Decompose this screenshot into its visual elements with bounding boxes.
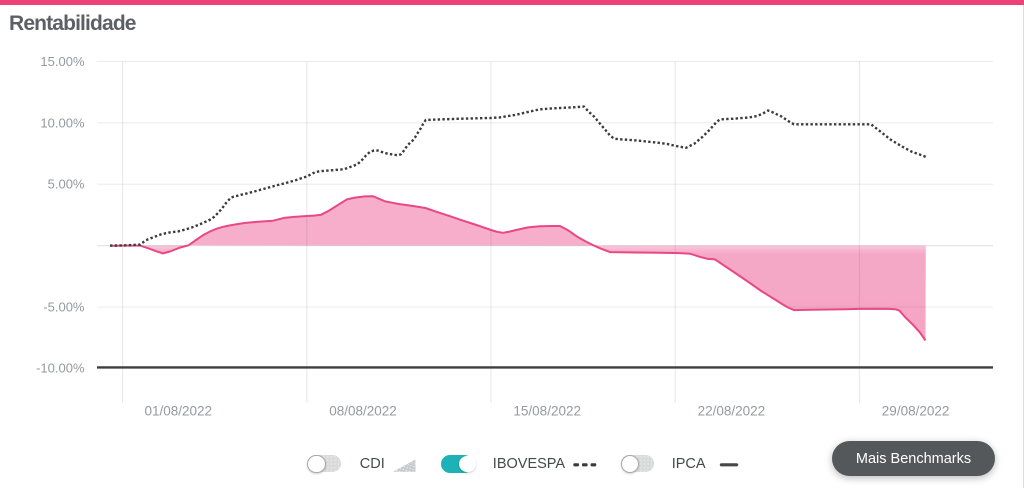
svg-text:01/08/2022: 01/08/2022 xyxy=(145,404,213,419)
svg-text:-5.00%: -5.00% xyxy=(43,300,85,315)
svg-text:08/08/2022: 08/08/2022 xyxy=(329,404,397,419)
svg-text:15.00%: 15.00% xyxy=(40,54,85,69)
svg-text:29/08/2022: 29/08/2022 xyxy=(882,404,950,419)
svg-text:15/08/2022: 15/08/2022 xyxy=(513,404,581,419)
svg-text:10.00%: 10.00% xyxy=(40,115,85,130)
svg-text:5.00%: 5.00% xyxy=(48,177,85,192)
svg-text:-10.00%: -10.00% xyxy=(36,360,85,375)
svg-text:22/08/2022: 22/08/2022 xyxy=(698,404,766,419)
